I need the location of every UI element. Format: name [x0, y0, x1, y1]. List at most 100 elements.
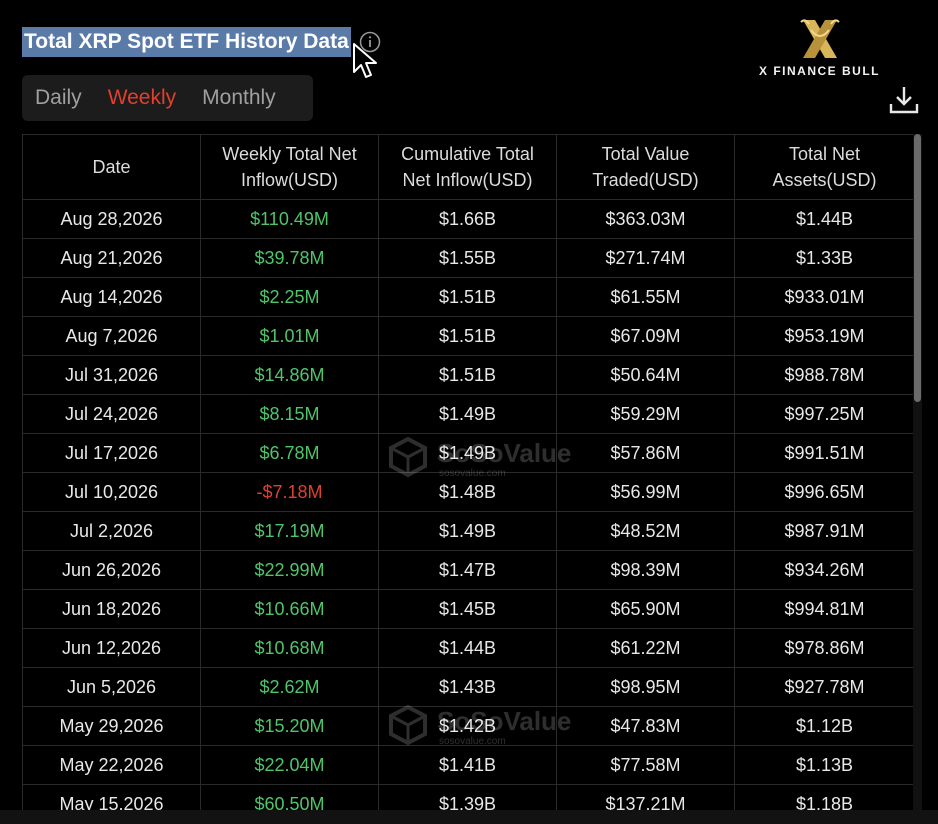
total-net-assets-cell: $1.18B	[735, 785, 915, 811]
table-row[interactable]: May 22,2026 $22.04M $1.41B $77.58M $1.13B	[23, 746, 915, 785]
title-bar: Total XRP Spot ETF History Data	[22, 26, 381, 58]
date-cell: Aug 7,2026	[23, 317, 201, 356]
cumulative-net-inflow-cell: $1.47B	[379, 551, 557, 590]
cumulative-net-inflow-cell: $1.51B	[379, 356, 557, 395]
cumulative-net-inflow-cell: $1.45B	[379, 590, 557, 629]
date-cell: Jul 2,2026	[23, 512, 201, 551]
total-net-assets-cell: $994.81M	[735, 590, 915, 629]
weekly-net-inflow-cell: $2.25M	[201, 278, 379, 317]
column-header-total-value-traded[interactable]: Total Value Traded(USD)	[557, 135, 735, 200]
header-line-2: Assets(USD)	[772, 170, 876, 190]
total-net-assets-cell: $934.26M	[735, 551, 915, 590]
weekly-net-inflow-cell: $8.15M	[201, 395, 379, 434]
total-net-assets-cell: $953.19M	[735, 317, 915, 356]
tab-monthly[interactable]: Monthly	[202, 86, 276, 110]
total-net-assets-cell: $1.13B	[735, 746, 915, 785]
total-value-traded-cell: $77.58M	[557, 746, 735, 785]
logo-text: X FINANCE BULL	[742, 64, 897, 78]
total-value-traded-cell: $137.21M	[557, 785, 735, 811]
table-scrollbar[interactable]	[913, 134, 922, 810]
cumulative-net-inflow-cell: $1.49B	[379, 395, 557, 434]
total-value-traded-cell: $50.64M	[557, 356, 735, 395]
column-header-total-net-assets[interactable]: Total Net Assets(USD)	[735, 135, 915, 200]
total-net-assets-cell: $996.65M	[735, 473, 915, 512]
cumulative-net-inflow-cell: $1.51B	[379, 278, 557, 317]
weekly-net-inflow-cell: -$7.18M	[201, 473, 379, 512]
total-value-traded-cell: $56.99M	[557, 473, 735, 512]
total-value-traded-cell: $61.22M	[557, 629, 735, 668]
cumulative-net-inflow-cell: $1.49B	[379, 512, 557, 551]
weekly-net-inflow-cell: $1.01M	[201, 317, 379, 356]
mouse-cursor-icon	[350, 42, 380, 82]
cumulative-net-inflow-cell: $1.41B	[379, 746, 557, 785]
header-line-2: Inflow(USD)	[241, 170, 338, 190]
column-header-cumulative-net-inflow[interactable]: Cumulative Total Net Inflow(USD)	[379, 135, 557, 200]
date-cell: Jun 5,2026	[23, 668, 201, 707]
table-row[interactable]: Jul 31,2026 $14.86M $1.51B $50.64M $988.78M	[23, 356, 915, 395]
table-row[interactable]: Aug 7,2026 $1.01M $1.51B $67.09M $953.19M	[23, 317, 915, 356]
total-value-traded-cell: $57.86M	[557, 434, 735, 473]
table-header-row: Date Weekly Total Net Inflow(USD) Cumulat…	[23, 135, 915, 200]
table-body: Aug 28,2026 $110.49M $1.66B $363.03M $1.44B A…	[23, 200, 915, 811]
weekly-net-inflow-cell: $6.78M	[201, 434, 379, 473]
weekly-net-inflow-cell: $14.86M	[201, 356, 379, 395]
column-header-weekly-net-inflow[interactable]: Weekly Total Net Inflow(USD)	[201, 135, 379, 200]
cumulative-net-inflow-cell: $1.51B	[379, 317, 557, 356]
period-tab-group: Daily Weekly Monthly	[22, 75, 313, 121]
table-row[interactable]: May 15,2026 $60.50M $1.39B $137.21M $1.18B	[23, 785, 915, 811]
total-net-assets-cell: $978.86M	[735, 629, 915, 668]
cumulative-net-inflow-cell: $1.44B	[379, 629, 557, 668]
total-value-traded-cell: $48.52M	[557, 512, 735, 551]
total-value-traded-cell: $47.83M	[557, 707, 735, 746]
page-title[interactable]: Total XRP Spot ETF History Data	[22, 27, 351, 57]
header-line-1: Weekly Total Net	[222, 144, 356, 164]
total-net-assets-cell: $991.51M	[735, 434, 915, 473]
total-value-traded-cell: $98.39M	[557, 551, 735, 590]
total-value-traded-cell: $61.55M	[557, 278, 735, 317]
date-cell: Aug 14,2026	[23, 278, 201, 317]
brand-logo: X FINANCE BULL	[742, 16, 897, 84]
cumulative-net-inflow-cell: $1.39B	[379, 785, 557, 811]
cumulative-net-inflow-cell: $1.49B	[379, 434, 557, 473]
table-row[interactable]: Jun 12,2026 $10.68M $1.44B $61.22M $978.86M	[23, 629, 915, 668]
weekly-net-inflow-cell: $10.68M	[201, 629, 379, 668]
table-row[interactable]: Jul 10,2026 -$7.18M $1.48B $56.99M $996.65M	[23, 473, 915, 512]
scrollbar-thumb[interactable]	[914, 134, 921, 402]
etf-history-table: Date Weekly Total Net Inflow(USD) Cumulat…	[22, 134, 914, 810]
weekly-net-inflow-cell: $110.49M	[201, 200, 379, 239]
total-value-traded-cell: $363.03M	[557, 200, 735, 239]
total-net-assets-cell: $997.25M	[735, 395, 915, 434]
cumulative-net-inflow-cell: $1.55B	[379, 239, 557, 278]
table-row[interactable]: Aug 28,2026 $110.49M $1.66B $363.03M $1.44B	[23, 200, 915, 239]
table-row[interactable]: Aug 21,2026 $39.78M $1.55B $271.74M $1.33B	[23, 239, 915, 278]
weekly-net-inflow-cell: $17.19M	[201, 512, 379, 551]
total-net-assets-cell: $927.78M	[735, 668, 915, 707]
date-cell: Jul 31,2026	[23, 356, 201, 395]
table-row[interactable]: May 29,2026 $15.20M $1.42B $47.83M $1.12B	[23, 707, 915, 746]
table-row[interactable]: Jun 26,2026 $22.99M $1.47B $98.39M $934.26M	[23, 551, 915, 590]
total-net-assets-cell: $1.33B	[735, 239, 915, 278]
header-line-1: Cumulative Total	[401, 144, 534, 164]
total-net-assets-cell: $988.78M	[735, 356, 915, 395]
table-row[interactable]: Jun 5,2026 $2.62M $1.43B $98.95M $927.78M	[23, 668, 915, 707]
header-line-1: Total Value	[602, 144, 690, 164]
table-row[interactable]: Jun 18,2026 $10.66M $1.45B $65.90M $994.81M	[23, 590, 915, 629]
tab-daily[interactable]: Daily	[35, 86, 82, 110]
download-icon[interactable]	[887, 84, 921, 116]
table-row[interactable]: Jul 2,2026 $17.19M $1.49B $48.52M $987.91M	[23, 512, 915, 551]
cumulative-net-inflow-cell: $1.42B	[379, 707, 557, 746]
logo-emblem-icon	[797, 16, 843, 62]
weekly-net-inflow-cell: $10.66M	[201, 590, 379, 629]
table-row[interactable]: Jul 17,2026 $6.78M $1.49B $57.86M $991.51M	[23, 434, 915, 473]
total-value-traded-cell: $59.29M	[557, 395, 735, 434]
weekly-net-inflow-cell: $60.50M	[201, 785, 379, 811]
date-cell: Jun 18,2026	[23, 590, 201, 629]
column-header-date[interactable]: Date	[23, 135, 201, 200]
date-cell: May 15,2026	[23, 785, 201, 811]
table-row[interactable]: Jul 24,2026 $8.15M $1.49B $59.29M $997.25M	[23, 395, 915, 434]
table-row[interactable]: Aug 14,2026 $2.25M $1.51B $61.55M $933.01M	[23, 278, 915, 317]
date-cell: Jun 26,2026	[23, 551, 201, 590]
header-line-1: Total Net	[789, 144, 860, 164]
date-cell: Jul 24,2026	[23, 395, 201, 434]
tab-weekly[interactable]: Weekly	[108, 86, 176, 110]
